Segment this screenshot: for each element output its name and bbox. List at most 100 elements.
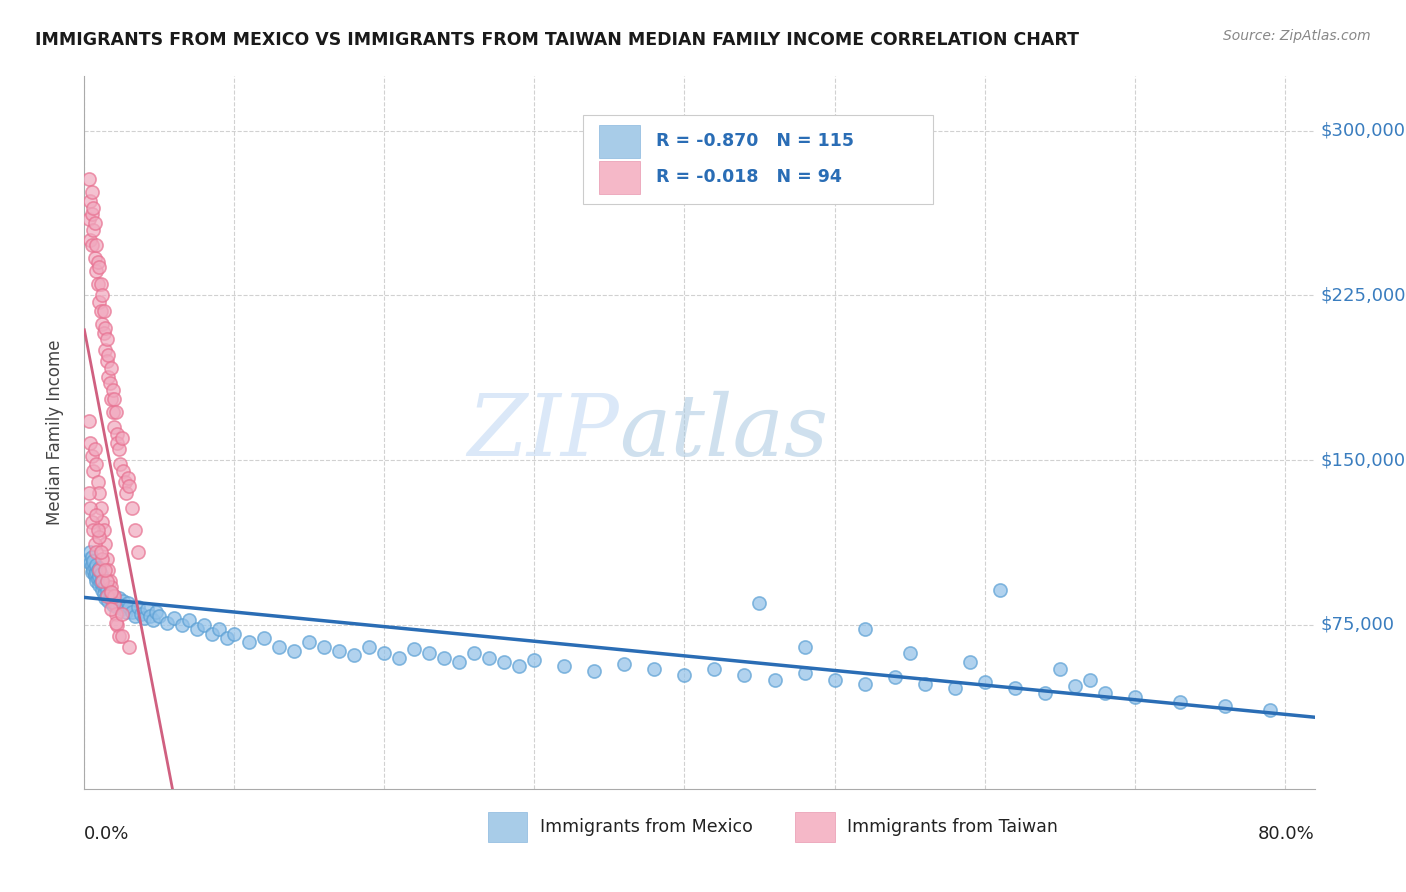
Point [80, 549, 103, 564]
FancyBboxPatch shape [796, 813, 835, 842]
Point [134, 611, 156, 625]
Point [145, 605, 167, 619]
Point [101, 383, 124, 397]
Point [114, 475, 136, 489]
Point [105, 426, 128, 441]
Point [112, 464, 135, 478]
Point [91, 552, 114, 566]
Point [80, 207, 103, 221]
Point [97, 593, 120, 607]
Point [1258, 703, 1281, 717]
Point [1033, 686, 1056, 700]
Point [87, 255, 110, 269]
Point [80, 238, 103, 252]
Point [77, 211, 100, 226]
Point [96, 589, 118, 603]
Point [86, 558, 108, 573]
Point [100, 360, 122, 375]
Point [94, 563, 117, 577]
Point [1063, 679, 1085, 693]
Point [96, 332, 118, 346]
Point [103, 589, 125, 603]
Point [91, 574, 114, 588]
Point [103, 596, 125, 610]
Point [77, 413, 100, 427]
Point [121, 605, 143, 619]
Point [193, 617, 215, 632]
Point [90, 303, 112, 318]
Point [110, 458, 132, 472]
Point [111, 431, 134, 445]
Point [100, 584, 122, 599]
Point [80, 449, 103, 463]
Point [97, 348, 120, 362]
Point [79, 545, 101, 559]
Text: $75,000: $75,000 [1320, 615, 1395, 633]
Text: $150,000: $150,000 [1320, 451, 1406, 469]
Text: atlas: atlas [620, 392, 828, 474]
Point [108, 629, 131, 643]
Point [89, 578, 111, 592]
Point [112, 593, 135, 607]
Point [89, 486, 111, 500]
Point [314, 640, 336, 654]
Point [86, 574, 108, 588]
Point [87, 524, 110, 538]
Point [98, 584, 121, 599]
Text: ZIP: ZIP [468, 392, 620, 474]
Point [80, 558, 103, 573]
Point [94, 536, 117, 550]
Point [83, 560, 105, 574]
Point [163, 611, 186, 625]
Point [111, 602, 134, 616]
Point [104, 615, 127, 630]
Point [96, 574, 118, 588]
Point [449, 655, 471, 669]
Point [104, 405, 127, 419]
Point [111, 607, 134, 621]
Point [83, 569, 105, 583]
Point [90, 501, 112, 516]
Point [82, 563, 104, 577]
Point [103, 589, 125, 603]
Point [127, 600, 149, 615]
Point [343, 648, 366, 663]
Point [118, 479, 141, 493]
Point [269, 640, 291, 654]
Point [208, 622, 231, 636]
Point [83, 536, 105, 550]
FancyBboxPatch shape [599, 161, 641, 194]
Point [83, 251, 105, 265]
Point [853, 622, 876, 636]
FancyBboxPatch shape [488, 813, 527, 842]
Point [82, 554, 104, 568]
Point [186, 622, 208, 636]
Point [89, 563, 111, 577]
Point [373, 646, 395, 660]
Point [388, 650, 411, 665]
Point [1004, 681, 1026, 696]
Point [77, 552, 100, 566]
Point [238, 635, 260, 649]
Point [115, 486, 138, 500]
Text: Source: ZipAtlas.com: Source: ZipAtlas.com [1223, 29, 1371, 43]
Point [1049, 662, 1071, 676]
Text: 0.0%: 0.0% [84, 825, 129, 843]
Point [82, 222, 104, 236]
Text: R = -0.870   N = 115: R = -0.870 N = 115 [657, 133, 855, 151]
Point [90, 277, 112, 292]
Point [82, 201, 104, 215]
Point [793, 666, 815, 681]
Point [127, 545, 149, 559]
Point [103, 420, 125, 434]
Point [673, 668, 696, 682]
Point [103, 392, 125, 406]
Point [79, 556, 101, 570]
Point [93, 326, 115, 340]
Point [914, 677, 936, 691]
Point [97, 563, 120, 577]
Point [110, 598, 132, 612]
Point [79, 234, 101, 248]
Point [883, 670, 905, 684]
Point [98, 376, 121, 391]
